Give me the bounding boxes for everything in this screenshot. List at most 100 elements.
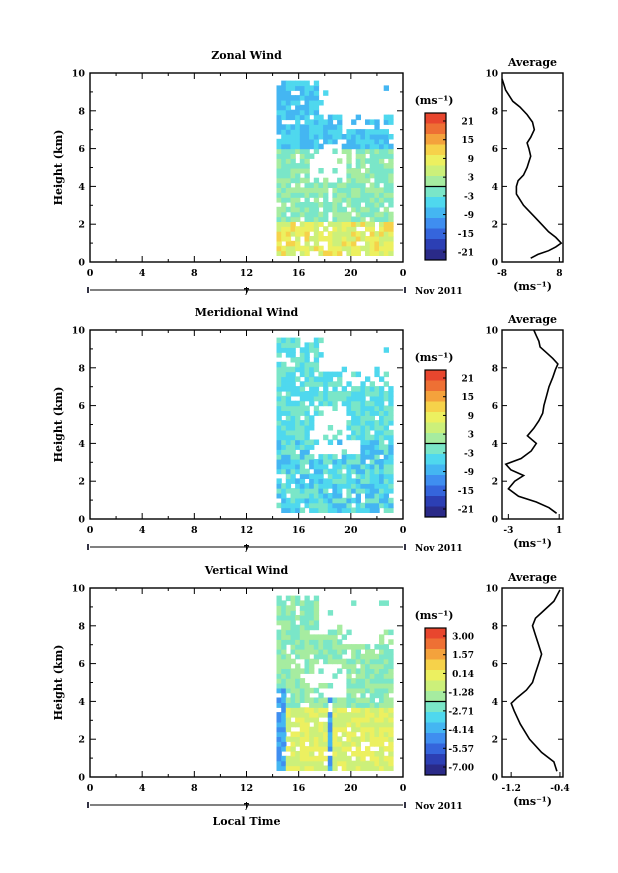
heatmap-cell [388, 434, 394, 441]
heatmap-cell [313, 391, 320, 397]
heatmap-cell [351, 168, 357, 174]
heatmap-cell [360, 731, 366, 737]
heatmap-cell [285, 488, 292, 494]
heatmap-cell [337, 697, 343, 703]
heatmap-cell [351, 172, 357, 179]
heatmap-cell [388, 240, 394, 247]
heatmap-cell [295, 760, 301, 767]
heatmap-cell [332, 649, 338, 655]
heatmap-cell [341, 497, 347, 504]
heatmap-cell [276, 352, 282, 358]
heatmap-cell [337, 226, 343, 232]
heatmap-cell [327, 634, 334, 640]
heatmap-cell [327, 206, 334, 213]
heatmap-cell [360, 683, 366, 689]
heatmap-cell [332, 148, 338, 154]
heatmap-cell [374, 488, 380, 494]
heatmap-cell [313, 197, 320, 203]
heatmap-cell [379, 658, 385, 665]
heatmap-cell [379, 683, 385, 689]
heatmap-cell [290, 109, 296, 116]
heatmap-cell [337, 707, 343, 713]
heatmap-cell [374, 202, 380, 208]
heatmap-cell [355, 463, 361, 470]
heatmap-cell [299, 124, 306, 130]
heatmap-cell [299, 114, 306, 121]
heatmap-cell [290, 615, 296, 621]
heatmap-cell [388, 236, 394, 242]
heatmap-cell [295, 736, 301, 742]
heatmap-cell [304, 483, 310, 489]
heatmap-cell [351, 206, 357, 213]
heatmap-cell [327, 231, 334, 237]
heatmap-cell [276, 337, 282, 344]
heatmap-cell [304, 371, 310, 378]
heatmap-cell [309, 361, 315, 368]
heatmap-cell [309, 425, 315, 431]
heatmap-cell [379, 168, 385, 174]
heatmap-cell [360, 658, 366, 665]
heatmap-cell [313, 182, 320, 188]
heatmap-cell [332, 483, 338, 489]
heatmap-cell [309, 236, 315, 242]
heatmap-cell [365, 673, 371, 679]
x-tick-label: 12 [240, 783, 253, 794]
heatmap-cell [374, 172, 380, 179]
heatmap-cell [383, 240, 389, 247]
heatmap-cell [295, 454, 301, 460]
heatmap-cell [281, 231, 287, 237]
heatmap-cell [309, 483, 315, 489]
heatmap-cell [388, 468, 394, 475]
heatmap-cell [281, 649, 287, 655]
heatmap-cell [304, 425, 310, 431]
heatmap-cell [379, 483, 385, 489]
heatmap-cell [355, 400, 361, 407]
heatmap-cell [299, 483, 306, 489]
heatmap-cell [337, 726, 343, 733]
heatmap-cell [285, 736, 292, 742]
heatmap-cell [332, 478, 338, 484]
heatmap-cell [313, 129, 320, 135]
heatmap-cell [281, 731, 287, 737]
heatmap-cell [355, 493, 361, 499]
y-axis-label: Height (km) [52, 387, 65, 463]
heatmap-cell [304, 192, 310, 198]
heatmap-cell [313, 605, 320, 611]
heatmap-cell [285, 673, 292, 679]
colorbar-tick-label: 15 [461, 136, 474, 146]
heatmap-cell [346, 473, 352, 479]
heatmap-cell [355, 746, 361, 752]
heatmap-cell [313, 644, 320, 650]
date-line-ends [87, 287, 406, 293]
heatmap-cell [313, 134, 320, 140]
heatmap-cell [285, 182, 292, 188]
date-line-ends [87, 544, 406, 550]
heatmap-cell [281, 434, 287, 441]
heatmap-cell [365, 245, 371, 252]
heatmap-cell [276, 673, 282, 679]
heatmap-cell [355, 386, 361, 392]
heatmap-cell [365, 507, 371, 513]
heatmap-cell [304, 168, 310, 174]
y-tick-label: 6 [78, 401, 85, 412]
heatmap-cell [276, 381, 282, 387]
heatmap-cell [318, 192, 324, 198]
heatmap-cell [299, 158, 306, 164]
heatmap-cell [318, 707, 324, 713]
heatmap-cell [360, 488, 366, 494]
heatmap-cell [313, 206, 320, 213]
heatmap-cell [290, 683, 296, 689]
heatmap-cell [290, 177, 296, 184]
heatmap-cell [369, 760, 375, 767]
heatmap-cell [369, 211, 375, 218]
heatmap-cell [276, 721, 282, 728]
heatmap-cell [388, 736, 394, 742]
heatmap-cell [290, 129, 296, 135]
heatmap-cell [323, 502, 329, 509]
heatmap-cell [346, 697, 352, 703]
panel-title: Zonal Wind [211, 49, 282, 62]
heatmap-cell [285, 668, 292, 674]
heatmap-cell [276, 760, 282, 767]
heatmap-cell [276, 236, 282, 242]
heatmap-cell [304, 226, 310, 232]
